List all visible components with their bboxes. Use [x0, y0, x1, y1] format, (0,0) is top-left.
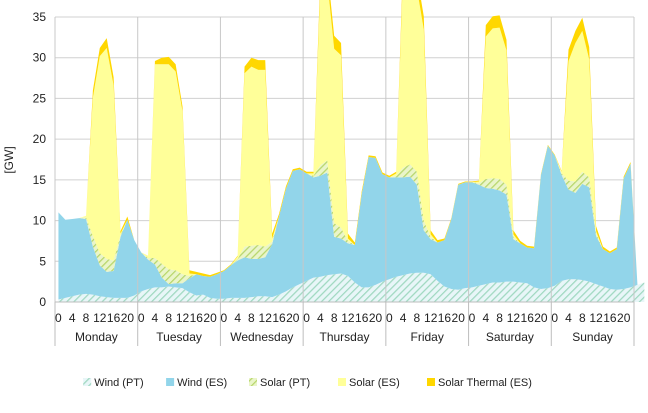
- legend: Wind (PT) Wind (ES) Solar (PT) Solar (ES) So…: [83, 377, 532, 389]
- day-separators: [54, 17, 635, 302]
- x-day-label: Sunday: [572, 330, 613, 344]
- area-solar-pt: [58, 145, 645, 285]
- x-hour-tick-label: 20: [121, 311, 135, 325]
- legend-swatch: [83, 378, 92, 386]
- x-hour-tick-label: 4: [317, 311, 324, 325]
- x-hour-tick-label: 8: [331, 311, 338, 325]
- x-hour-tick-label: 4: [69, 311, 76, 325]
- x-hour-tick-label: 0: [138, 311, 145, 325]
- x-hour-tick-label: 0: [303, 311, 310, 325]
- y-tick-label: 5: [39, 254, 46, 268]
- legend-swatch: [338, 378, 346, 386]
- y-tick-label: 20: [33, 132, 47, 146]
- x-hour-tick-label: 12: [507, 311, 521, 325]
- y-tick-label: 15: [33, 173, 47, 187]
- x-hour-tick-label: 12: [341, 311, 355, 325]
- x-hour-tick-label: 12: [176, 311, 190, 325]
- legend-label-solar-thermal-es: Solar Thermal (ES): [438, 377, 532, 389]
- x-hour-tick-label: 20: [617, 311, 631, 325]
- legend-swatch: [166, 378, 175, 386]
- y-tick-label: 35: [33, 10, 47, 24]
- x-hour-tick-label: 8: [496, 311, 503, 325]
- x-hour-tick-label: 16: [272, 311, 286, 325]
- y-tick-label: 25: [33, 91, 47, 105]
- y-tick-label: 30: [33, 51, 47, 65]
- x-hour-tick-label: 4: [234, 311, 241, 325]
- legend-label-wind-pt: Wind (PT): [94, 377, 144, 389]
- x-hour-tick-label: 12: [424, 311, 438, 325]
- stacked-areas: [58, 0, 645, 302]
- x-hour-tick-label: 8: [414, 311, 421, 325]
- x-hour-tick-label: 20: [369, 311, 383, 325]
- legend-swatch: [249, 378, 257, 386]
- x-hour-tick-label: 16: [438, 311, 452, 325]
- x-hour-tick-label: 0: [551, 311, 558, 325]
- x-hour-tick-label: 12: [589, 311, 603, 325]
- y-axis-label: [GW]: [2, 146, 16, 173]
- x-hour-tick-label: 20: [534, 311, 548, 325]
- x-hour-tick-label: 4: [482, 311, 489, 325]
- x-hour-tick-label: 8: [579, 311, 586, 325]
- x-hour-tick-label: 0: [469, 311, 476, 325]
- x-hour-tick-label: 8: [165, 311, 172, 325]
- x-hour-tick-label: 0: [221, 311, 228, 325]
- y-axis: 0 5 10 15 20 25 30 35: [33, 10, 47, 309]
- x-day-label: Thursday: [319, 330, 369, 344]
- x-hour-tick-label: 16: [603, 311, 617, 325]
- x-hour-tick-label: 8: [248, 311, 255, 325]
- x-hour-tick-label: 12: [93, 311, 107, 325]
- x-hour-tick-label: 16: [521, 311, 535, 325]
- x-day-label: Monday: [75, 330, 118, 344]
- x-hour-tick-label: 4: [565, 311, 572, 325]
- x-hour-tick-label: 20: [286, 311, 300, 325]
- x-hour-tick-label: 4: [400, 311, 407, 325]
- x-hour-tick-label: 16: [107, 311, 121, 325]
- x-day-label: Friday: [411, 330, 444, 344]
- x-hour-tick-label: 4: [152, 311, 159, 325]
- x-hour-tick-label: 0: [386, 311, 393, 325]
- legend-label-solar-pt: Solar (PT): [260, 377, 310, 389]
- x-day-label: Wednesday: [230, 330, 293, 344]
- area-wind-pt: [58, 272, 645, 302]
- legend-label-wind-es: Wind (ES): [177, 377, 227, 389]
- x-hour-tick-label: 20: [203, 311, 217, 325]
- x-day-label: Tuesday: [156, 330, 202, 344]
- x-hour-tick-label: 0: [55, 311, 62, 325]
- x-hour-tick-label: 12: [259, 311, 273, 325]
- y-tick-label: 10: [33, 214, 47, 228]
- legend-swatch: [427, 378, 435, 386]
- x-hour-tick-label: 16: [190, 311, 204, 325]
- area-solar-es: [58, 0, 645, 285]
- x-hour-tick-label: 8: [83, 311, 90, 325]
- legend-label-solar-es: Solar (ES): [349, 377, 400, 389]
- area-wind-es: [58, 145, 645, 300]
- x-day-label: Saturday: [486, 330, 534, 344]
- x-hour-tick-label: 20: [452, 311, 466, 325]
- y-tick-label: 0: [39, 295, 46, 309]
- x-hour-tick-label: 16: [355, 311, 369, 325]
